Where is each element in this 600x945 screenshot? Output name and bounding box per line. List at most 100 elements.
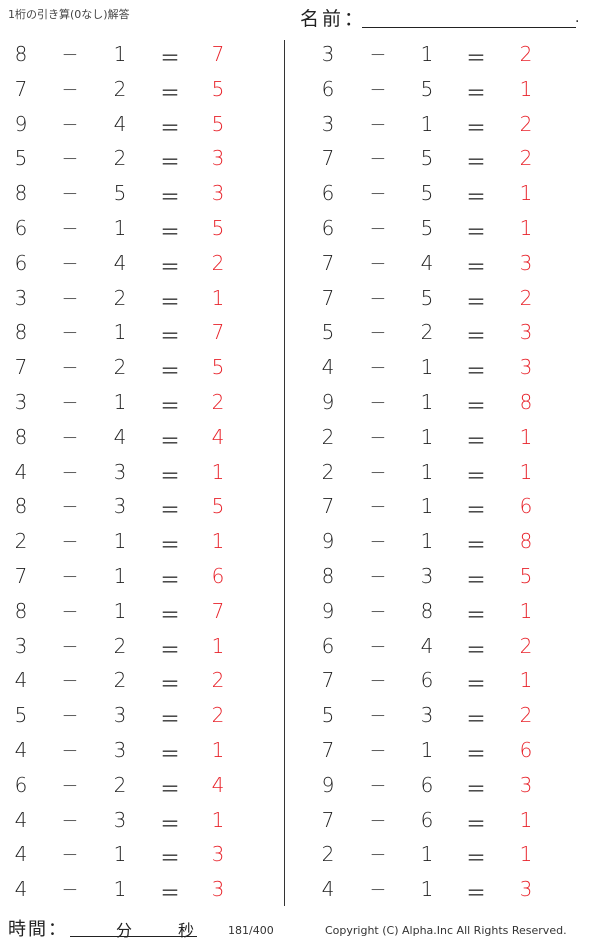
equals-sign: ＝ xyxy=(466,115,486,140)
equals-sign: ＝ xyxy=(160,533,180,558)
minus-sign: − xyxy=(61,494,79,519)
minus-sign: − xyxy=(61,181,79,206)
minuend: 5 xyxy=(14,146,28,171)
equals-sign: ＝ xyxy=(466,254,486,279)
subtrahend: 5 xyxy=(420,146,434,171)
answer: 2 xyxy=(211,390,225,414)
minuend: 9 xyxy=(321,598,335,623)
minuend: 3 xyxy=(14,390,28,414)
equals-sign: ＝ xyxy=(466,289,486,314)
minuend: 7 xyxy=(321,494,335,519)
minuend: 2 xyxy=(321,424,335,449)
subtrahend: 1 xyxy=(420,459,434,484)
equals-sign: ＝ xyxy=(466,150,486,175)
minuend: 5 xyxy=(321,703,335,728)
minuend: 9 xyxy=(321,529,335,554)
minus-sign: − xyxy=(61,668,79,693)
answer: 3 xyxy=(519,320,533,345)
minus-sign: − xyxy=(61,111,79,136)
equals-sign: ＝ xyxy=(160,463,180,488)
minus-sign: − xyxy=(369,320,387,345)
minuend: 7 xyxy=(321,738,335,762)
answer: 4 xyxy=(211,772,225,797)
minuend: 8 xyxy=(321,564,335,588)
minus-sign: − xyxy=(61,633,79,658)
answer: 5 xyxy=(211,76,225,101)
answer: 5 xyxy=(211,355,225,380)
equals-sign: ＝ xyxy=(466,185,486,210)
answer: 1 xyxy=(211,738,225,762)
minuend: 2 xyxy=(14,529,28,554)
minuend: 8 xyxy=(14,181,28,206)
minus-sign: − xyxy=(61,250,79,275)
minus-sign: − xyxy=(369,355,387,380)
seconds-label: 秒 xyxy=(178,921,195,940)
equals-sign: ＝ xyxy=(160,80,180,105)
minus-sign: − xyxy=(369,216,387,240)
minus-sign: − xyxy=(369,42,387,66)
equals-sign: ＝ xyxy=(160,150,180,175)
minuend: 4 xyxy=(321,355,335,380)
minus-sign: − xyxy=(369,877,387,902)
equals-sign: ＝ xyxy=(466,672,486,697)
answer: 2 xyxy=(211,250,225,275)
minus-sign: − xyxy=(369,424,387,449)
subtrahend: 6 xyxy=(420,807,434,832)
subtrahend: 2 xyxy=(113,633,127,658)
minus-sign: − xyxy=(369,633,387,658)
equals-sign: ＝ xyxy=(160,742,180,766)
minus-sign: − xyxy=(61,76,79,101)
minus-sign: − xyxy=(369,390,387,414)
subtrahend: 3 xyxy=(420,564,434,588)
minus-sign: − xyxy=(61,772,79,797)
subtrahend: 2 xyxy=(113,772,127,797)
minus-sign: − xyxy=(61,320,79,345)
equals-sign: ＝ xyxy=(466,463,486,488)
subtrahend: 4 xyxy=(113,111,127,136)
equals-sign: ＝ xyxy=(466,498,486,523)
subtrahend: 1 xyxy=(420,842,434,867)
minuend: 8 xyxy=(14,598,28,623)
equals-sign: ＝ xyxy=(160,672,180,697)
answer: 1 xyxy=(519,807,533,832)
minuend: 6 xyxy=(321,633,335,658)
equals-sign: ＝ xyxy=(466,46,486,70)
minus-sign: − xyxy=(369,111,387,136)
equals-sign: ＝ xyxy=(160,324,180,349)
answer: 6 xyxy=(519,494,533,519)
column-divider xyxy=(284,40,285,906)
equals-sign: ＝ xyxy=(160,359,180,384)
subtrahend: 2 xyxy=(420,320,434,345)
minuend: 3 xyxy=(321,42,335,66)
minus-sign: − xyxy=(61,807,79,832)
equals-sign: ＝ xyxy=(160,811,180,836)
minuend: 4 xyxy=(14,807,28,832)
equals-sign: ＝ xyxy=(466,80,486,105)
minuend: 7 xyxy=(321,250,335,275)
equals-sign: ＝ xyxy=(160,498,180,523)
equals-sign: ＝ xyxy=(160,185,180,210)
answer: 1 xyxy=(519,424,533,449)
subtrahend: 3 xyxy=(113,703,127,728)
equals-sign: ＝ xyxy=(160,394,180,418)
answer: 3 xyxy=(519,772,533,797)
subtrahend: 5 xyxy=(113,181,127,206)
subtrahend: 3 xyxy=(113,459,127,484)
answer: 5 xyxy=(211,494,225,519)
minuend: 4 xyxy=(14,738,28,762)
subtrahend: 6 xyxy=(420,668,434,693)
answer: 6 xyxy=(211,564,225,588)
equals-sign: ＝ xyxy=(160,846,180,871)
equals-sign: ＝ xyxy=(160,602,180,627)
minuend: 7 xyxy=(321,146,335,171)
subtrahend: 2 xyxy=(113,668,127,693)
subtrahend: 4 xyxy=(113,250,127,275)
answer: 5 xyxy=(211,216,225,240)
name-end-dot: . xyxy=(575,10,580,26)
minus-sign: − xyxy=(369,459,387,484)
minus-sign: − xyxy=(369,76,387,101)
subtrahend: 8 xyxy=(420,598,434,623)
answer: 1 xyxy=(211,633,225,658)
minuend: 3 xyxy=(14,633,28,658)
equals-sign: ＝ xyxy=(160,776,180,801)
